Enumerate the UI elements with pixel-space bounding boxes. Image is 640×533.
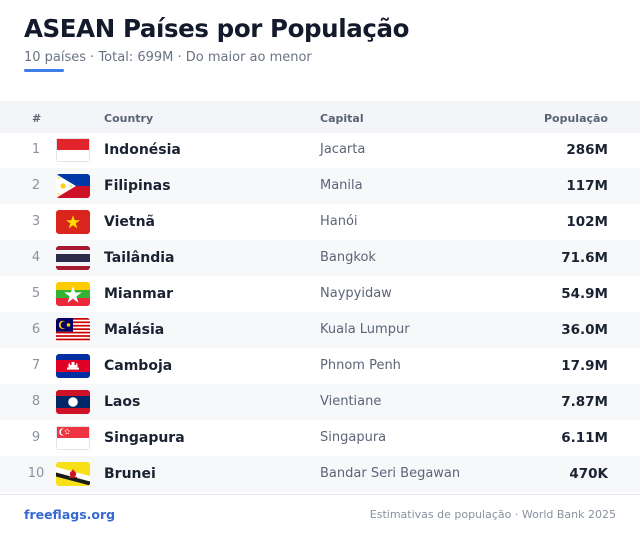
brunei-flag-icon: [56, 462, 90, 486]
page-subtitle: 10 países · Total: 699M · Do maior ao me…: [24, 50, 312, 65]
page-title: ASEAN Países por População: [24, 14, 410, 43]
rank-number: 4: [31, 250, 41, 265]
population-value: 17.9M: [561, 358, 608, 374]
column-header-country: Country: [104, 112, 154, 125]
rank-number: 9: [31, 430, 41, 445]
column-header-capital: Capital: [320, 112, 364, 125]
country-name: Laos: [104, 394, 141, 410]
data-source-note: Estimativas de população · World Bank 20…: [369, 508, 616, 521]
country-name: Indonésia: [104, 142, 181, 158]
table-row: 9 Singapura Singapura 6.11M: [0, 420, 640, 456]
table-row: 10 Brunei Bandar Seri Begawan 470K: [0, 456, 640, 492]
population-value: 470K: [569, 466, 608, 482]
page-footer: freeflags.org Estimativas de população ·…: [0, 494, 640, 533]
philippines-flag-icon: [56, 174, 90, 198]
rank-number: 7: [31, 358, 41, 373]
population-value: 7.87M: [561, 394, 608, 410]
table-row: 5 Mianmar Naypyidaw 54.9M: [0, 276, 640, 312]
capital-name: Naypyidaw: [320, 286, 392, 301]
rank-number: 3: [31, 214, 41, 229]
title-accent-bar: [24, 69, 64, 72]
table-row: 8 Laos Vientiane 7.87M: [0, 384, 640, 420]
site-link[interactable]: freeflags.org: [24, 507, 116, 522]
page-header: ASEAN Países por População 10 países · T…: [24, 12, 616, 72]
population-value: 6.11M: [561, 430, 608, 446]
malaysia-flag-icon: [56, 318, 90, 342]
laos-flag-icon: [56, 390, 90, 414]
table-row: 7 Camboja Phnom Penh 17.9M: [0, 348, 640, 384]
population-value: 36.0M: [561, 322, 608, 338]
country-table: 1 Indonésia Jacarta 286M 2 Filipinas Man…: [0, 132, 640, 492]
myanmar-flag-icon: [56, 282, 90, 306]
capital-name: Hanói: [320, 214, 358, 229]
table-row: 1 Indonésia Jacarta 286M: [0, 132, 640, 168]
capital-name: Vientiane: [320, 394, 382, 409]
country-name: Mianmar: [104, 286, 174, 302]
table-row: 6 Malásia Kuala Lumpur 36.0M: [0, 312, 640, 348]
cambodia-flag-icon: [56, 354, 90, 378]
table-row: 3 Vietnã Hanói 102M: [0, 204, 640, 240]
indonesia-flag-icon: [56, 138, 90, 162]
country-name: Camboja: [104, 358, 173, 374]
country-name: Malásia: [104, 322, 165, 338]
country-name: Filipinas: [104, 178, 171, 194]
capital-name: Kuala Lumpur: [320, 322, 410, 337]
capital-name: Jacarta: [320, 142, 366, 157]
singapore-flag-icon: [56, 426, 90, 450]
population-value: 102M: [566, 214, 608, 230]
country-name: Brunei: [104, 466, 156, 482]
country-name: Vietnã: [104, 214, 155, 230]
population-value: 117M: [566, 178, 608, 194]
capital-name: Bandar Seri Begawan: [320, 466, 461, 481]
vietnam-flag-icon: [56, 210, 90, 234]
capital-name: Bangkok: [320, 250, 376, 265]
rank-number: 1: [31, 142, 41, 157]
table-header: # Country Capital População: [0, 101, 640, 133]
rank-number: 6: [31, 322, 41, 337]
rank-number: 5: [31, 286, 41, 301]
capital-name: Phnom Penh: [320, 358, 401, 373]
table-row: 2 Filipinas Manila 117M: [0, 168, 640, 204]
population-value: 286M: [566, 142, 608, 158]
capital-name: Manila: [320, 178, 363, 193]
thailand-flag-icon: [56, 246, 90, 270]
column-header-population: População: [543, 112, 608, 125]
table-row: 4 Tailândia Bangkok 71.6M: [0, 240, 640, 276]
population-value: 54.9M: [561, 286, 608, 302]
country-name: Singapura: [104, 430, 185, 446]
rank-number: 10: [27, 466, 45, 481]
column-header-rank: #: [32, 112, 42, 125]
population-value: 71.6M: [561, 250, 608, 266]
rank-number: 8: [31, 394, 41, 409]
rank-number: 2: [31, 178, 41, 193]
capital-name: Singapura: [320, 430, 387, 445]
country-name: Tailândia: [104, 250, 175, 266]
